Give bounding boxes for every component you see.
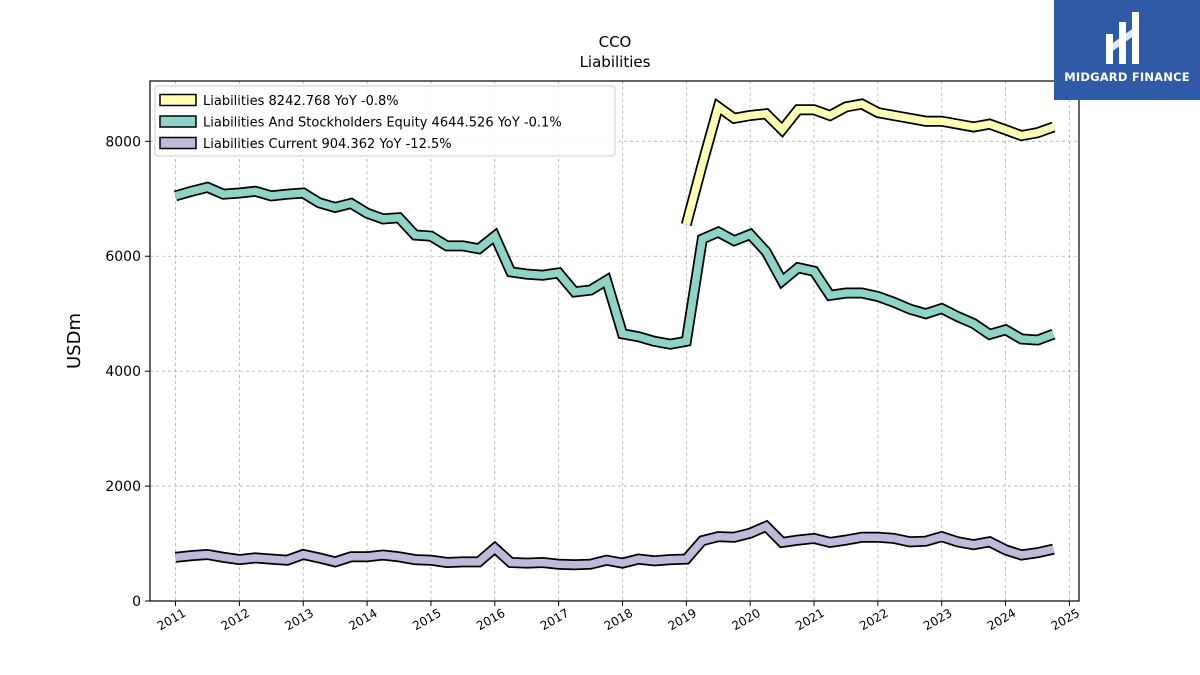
chart-subtitle: Liabilities: [580, 53, 651, 71]
x-axis: 2011 2012 2013 2014 2015 2016 2017 2018 2019 2020…: [155, 601, 1082, 633]
series-line: [175, 521, 1055, 569]
series-layer: [173, 97, 1056, 571]
y-axis: 0 2000 4000 6000 8000: [105, 134, 150, 610]
x-tick-label: 2019: [666, 606, 699, 633]
y-tick-label: 0: [132, 594, 141, 610]
x-tick-label: 2018: [602, 606, 635, 633]
series-3: [174, 519, 1055, 571]
legend-label: Liabilities Current 904.362 YoY -12.5%: [203, 137, 452, 152]
y-tick-label: 8000: [105, 134, 141, 150]
x-tick-label: 2017: [538, 606, 571, 633]
legend: Liabilities 8242.768 YoY -0.8% Liabilitie…: [154, 85, 616, 157]
series-outline: [173, 181, 1056, 350]
x-tick-label: 2011: [155, 606, 188, 633]
legend-entry: Liabilities 8242.768 YoY -0.8%: [159, 93, 399, 109]
y-tick-label: 2000: [105, 479, 141, 495]
legend-swatch: [159, 93, 197, 107]
legend-swatch: [159, 115, 197, 128]
x-tick-label: 2016: [474, 606, 507, 633]
series-1: [680, 97, 1056, 227]
grid-lines: [150, 81, 1079, 602]
legend-label: Liabilities And Stockholders Equity 4644…: [203, 116, 562, 131]
y-tick-label: 6000: [105, 249, 141, 265]
plot-frame: [149, 80, 1080, 602]
brand-name: MIDGARD FINANCE: [1064, 70, 1190, 84]
brand-mark-icon: [1106, 12, 1139, 64]
x-tick-label: 2015: [410, 606, 443, 633]
legend-label: Liabilities 8242.768 YoY -0.8%: [203, 94, 399, 109]
series-outline: [680, 97, 1056, 227]
x-tick-label: 2012: [219, 606, 252, 633]
x-tick-label: 2014: [346, 606, 379, 633]
series-line: [174, 183, 1055, 349]
x-tick-label: 2022: [857, 606, 890, 633]
y-axis-label: USDm: [64, 313, 85, 369]
x-tick-label: 2013: [283, 606, 316, 633]
chart-title: CCO: [599, 33, 632, 51]
x-tick-label: 2025: [1049, 606, 1082, 633]
y-tick-label: 4000: [105, 364, 141, 380]
brand-logo: MIDGARD FINANCE: [1054, 0, 1200, 100]
x-tick-label: 2021: [793, 606, 826, 633]
x-tick-label: 2020: [729, 606, 762, 633]
x-tick-label: 2023: [921, 606, 954, 633]
series-2: [173, 181, 1056, 350]
legend-box: [154, 85, 616, 157]
legend-entry: Liabilities And Stockholders Equity 4644…: [159, 115, 562, 131]
x-tick-label: 2024: [985, 606, 1018, 633]
legend-entry: Liabilities Current 904.362 YoY -12.5%: [159, 136, 452, 152]
series-line: [682, 100, 1055, 226]
legend-swatch: [159, 136, 197, 150]
